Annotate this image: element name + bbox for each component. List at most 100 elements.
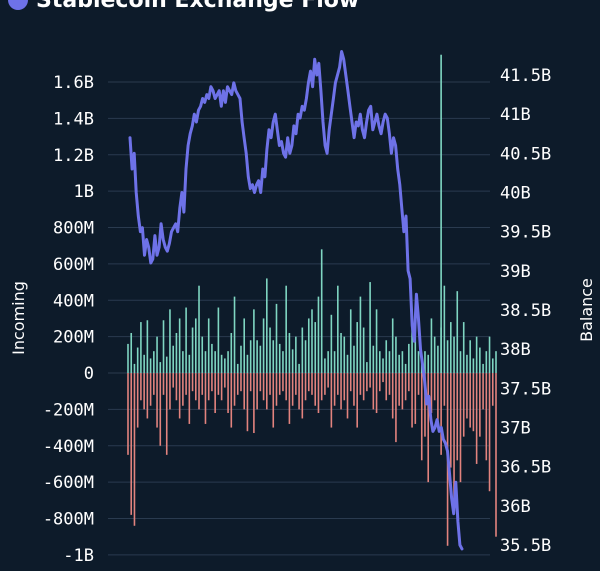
outgoing-bar	[172, 373, 174, 388]
outgoing-bar	[411, 373, 413, 428]
incoming-bar	[149, 358, 152, 373]
incoming-bar	[482, 363, 484, 373]
incoming-bar	[133, 363, 136, 373]
outgoing-bar	[388, 373, 391, 395]
outgoing-bar	[246, 373, 249, 432]
outgoing-bar	[198, 373, 200, 410]
outgoing-bar	[495, 373, 497, 537]
outgoing-bar	[440, 373, 442, 455]
incoming-bar	[427, 354, 430, 373]
outgoing-bars	[127, 373, 497, 546]
incoming-bar	[304, 340, 307, 373]
outgoing-bar	[391, 373, 394, 419]
outgoing-bar	[408, 373, 410, 392]
outgoing-bar	[462, 373, 465, 437]
incoming-bar	[278, 343, 281, 373]
right-tick-label: 37B	[500, 418, 531, 438]
left-tick-label: 0	[84, 364, 94, 384]
left-axis-title: Incoming	[9, 281, 28, 355]
incoming-bar	[175, 332, 178, 373]
incoming-bar	[146, 320, 149, 373]
outgoing-bar	[311, 373, 313, 395]
outgoing-bar	[253, 373, 255, 434]
outgoing-bar	[214, 373, 216, 414]
incoming-bar	[211, 343, 213, 373]
incoming-bar	[437, 345, 439, 373]
outgoing-bar	[433, 373, 436, 401]
outgoing-bar	[401, 373, 404, 410]
incoming-bar	[233, 296, 236, 373]
incoming-bar	[253, 309, 255, 373]
outgoing-bar	[353, 373, 355, 406]
incoming-bar	[353, 345, 355, 373]
incoming-bar	[194, 318, 197, 373]
outgoing-bar	[146, 373, 149, 419]
incoming-bar	[243, 318, 246, 373]
incoming-bar	[130, 332, 133, 373]
incoming-bar	[337, 285, 339, 373]
incoming-bar	[156, 336, 158, 373]
outgoing-bar	[430, 373, 433, 414]
outgoing-bar	[259, 373, 262, 392]
outgoing-bar	[149, 373, 152, 406]
outgoing-bar	[485, 373, 488, 461]
incoming-bar	[198, 285, 200, 373]
incoming-bar	[217, 307, 220, 373]
incoming-bars	[127, 249, 497, 373]
outgoing-bar	[285, 373, 287, 401]
outgoing-bar	[398, 373, 400, 406]
incoming-bar	[159, 362, 162, 373]
outgoing-bar	[378, 373, 381, 392]
left-tick-label: -200M	[43, 400, 94, 420]
incoming-bar	[162, 320, 165, 373]
outgoing-bar	[191, 373, 194, 392]
balance-line	[128, 50, 464, 551]
incoming-bar	[369, 282, 371, 373]
incoming-bar	[388, 351, 391, 373]
incoming-bar	[372, 345, 375, 373]
incoming-bar	[469, 340, 471, 373]
outgoing-bar	[298, 373, 300, 410]
incoming-bar	[301, 327, 304, 373]
incoming-bar	[236, 363, 239, 373]
outgoing-bar	[333, 373, 336, 406]
grid-layer	[108, 81, 490, 556]
incoming-bar	[317, 296, 320, 373]
incoming-bar	[385, 340, 388, 373]
outgoing-bar	[346, 373, 349, 419]
incoming-bar	[201, 336, 204, 373]
incoming-bar	[256, 340, 258, 373]
outgoing-bar	[482, 373, 484, 410]
incoming-bar	[272, 340, 275, 373]
right-tick-label: 38.5B	[500, 301, 551, 321]
incoming-spike-bar	[440, 54, 442, 373]
incoming-bar	[314, 322, 317, 373]
outgoing-bar	[153, 373, 155, 395]
outgoing-bar	[262, 373, 265, 401]
outgoing-bar	[343, 373, 346, 401]
outgoing-bar	[404, 373, 407, 401]
right-tick-label: 41.5B	[500, 66, 551, 86]
right-tick-label: 39.5B	[500, 223, 551, 243]
incoming-bar	[359, 296, 362, 373]
outgoing-bar	[307, 373, 310, 392]
outgoing-bar	[372, 373, 375, 410]
incoming-bar	[140, 322, 142, 373]
incoming-bar	[343, 336, 346, 373]
outgoing-bar	[443, 373, 446, 406]
right-tick-label: 37.5B	[500, 379, 551, 399]
outgoing-bar	[194, 373, 197, 401]
outgoing-bar	[437, 373, 439, 428]
outgoing-bar	[424, 373, 426, 437]
left-tick-label: 1.6B	[53, 73, 94, 93]
incoming-bar	[324, 358, 326, 373]
incoming-bar	[285, 285, 287, 373]
left-tick-label: -800M	[43, 510, 94, 530]
incoming-bar	[282, 351, 284, 373]
outgoing-bar	[224, 373, 226, 388]
right-tick-label: 36.5B	[500, 458, 551, 478]
outgoing-bar	[207, 373, 210, 401]
outgoing-bar	[156, 373, 158, 428]
left-tick-label: -1B	[63, 546, 94, 566]
